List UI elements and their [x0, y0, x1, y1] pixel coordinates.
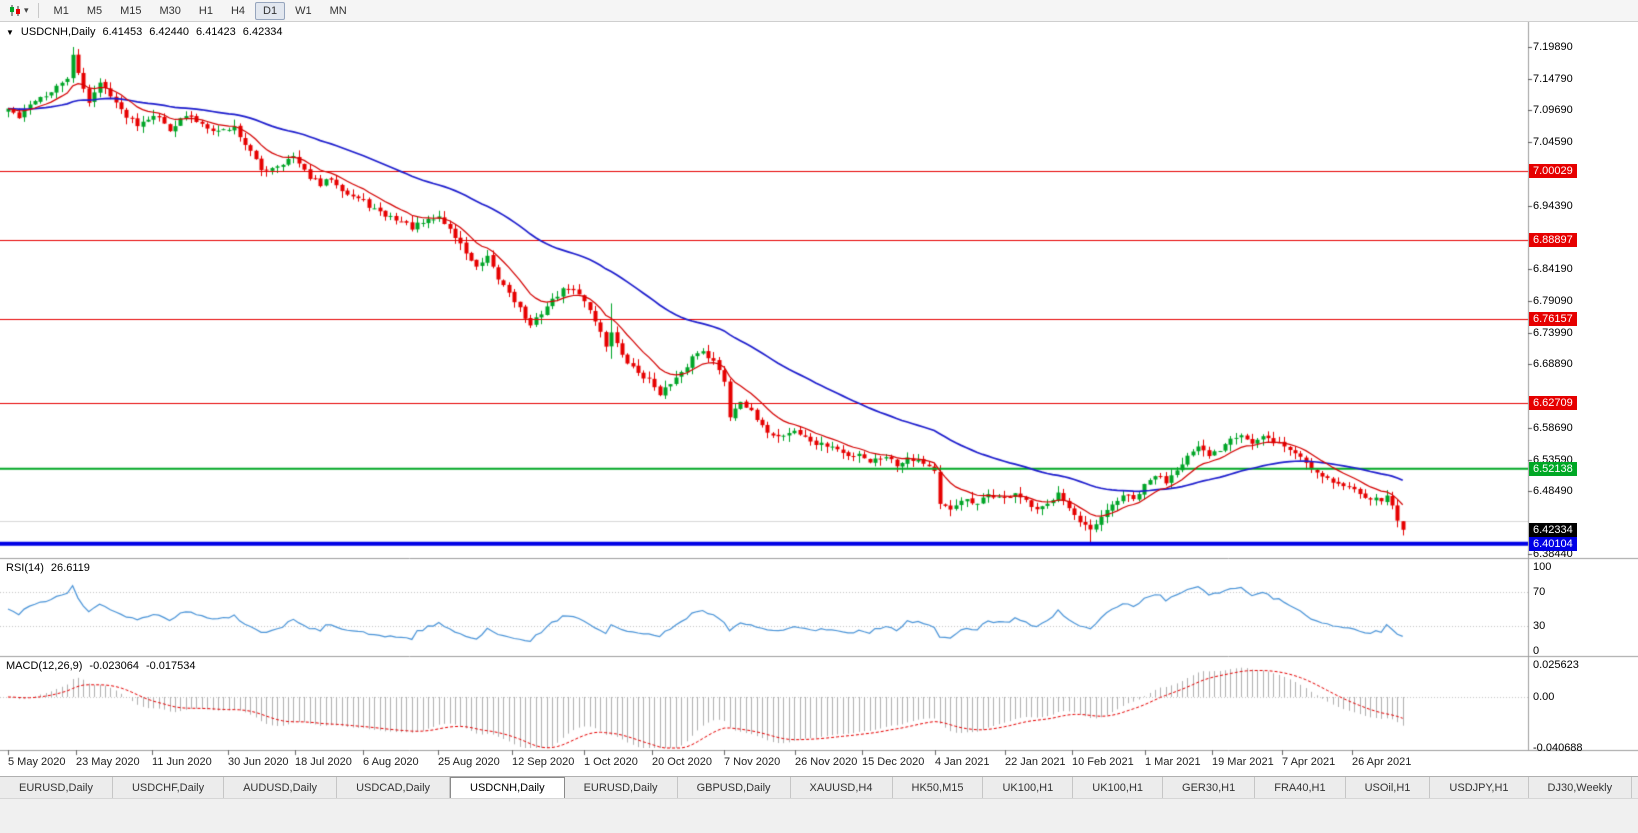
timeframe-button-d1[interactable]: D1 — [255, 1, 286, 20]
price-level-badge: 6.88897 — [1529, 232, 1577, 247]
chart-tab-dj30-weekly[interactable]: DJ30,Weekly — [1529, 777, 1633, 798]
macd-scale-label: 0.025623 — [1533, 658, 1579, 671]
timeframe-button-w1[interactable]: W1 — [295, 4, 312, 17]
rsi-scale-label: 30 — [1533, 619, 1546, 632]
chart-tab-eurusd-daily[interactable]: EURUSD,Daily — [565, 777, 678, 798]
timeframe-button-m15[interactable]: M15 — [120, 4, 142, 17]
current-price-badge: 6.42334 — [1529, 522, 1577, 537]
macd-indicator-label: MACD(12,26,9) -0.023064 -0.017534 — [6, 660, 196, 672]
price-level-badge: 6.62709 — [1529, 395, 1577, 410]
price-axis-tick: 7.04590 — [1533, 136, 1573, 149]
price-level-badge: 6.76157 — [1529, 312, 1577, 327]
price-axis-tick: 6.38440 — [1533, 548, 1573, 560]
date-axis-label: 26 Apr 2021 — [1352, 756, 1412, 768]
date-axis-label: 11 Jun 2020 — [152, 756, 212, 768]
price-axis-tick: 6.73990 — [1533, 326, 1573, 339]
chart-tab-xauusd-h4[interactable]: XAUUSD,H4 — [791, 777, 893, 798]
chart-tab-audusd-daily[interactable]: AUDUSD,Daily — [224, 777, 338, 798]
toolbar-separator — [37, 3, 39, 18]
symbol-period-label: USDCNH,Daily — [20, 26, 96, 38]
timeframe-button-m30[interactable]: M30 — [159, 4, 181, 17]
chart-tab-eurusd-daily[interactable]: EURUSD,Daily — [0, 777, 113, 798]
chart-tab-uk100-h1[interactable]: UK100,H1 — [1073, 777, 1164, 798]
chevron-down-icon: ▾ — [24, 5, 29, 15]
date-axis-label: 26 Nov 2020 — [795, 756, 858, 768]
price-axis-tick: 6.84190 — [1533, 263, 1573, 276]
chart-tab-usdcad-daily[interactable]: USDCAD,Daily — [337, 777, 451, 798]
date-axis-label: 1 Oct 2020 — [584, 756, 638, 768]
rsi-value: 26.6119 — [50, 562, 90, 574]
chart-tab-hk50-m15[interactable]: HK50,M15 — [893, 777, 984, 798]
timeframe-button-m1[interactable]: M1 — [53, 4, 69, 17]
chart-tab-china300-h1[interactable]: CHINA300,H1 — [1632, 777, 1638, 798]
price-axis-tick: 7.09690 — [1533, 104, 1573, 117]
macd-scale-label: -0.040688 — [1533, 741, 1583, 754]
date-axis-label: 22 Jan 2021 — [1005, 756, 1066, 768]
macd-main-value: -0.023064 — [89, 660, 139, 672]
date-axis-label: 10 Feb 2021 — [1072, 756, 1134, 768]
price-axis-tick: 6.79090 — [1533, 294, 1573, 307]
chart-tab-ger30-h1[interactable]: GER30,H1 — [1163, 777, 1256, 798]
date-axis-label: 7 Apr 2021 — [1282, 756, 1336, 768]
macd-signal-value: -0.017534 — [145, 660, 196, 672]
chart-tab-usoil-h1[interactable]: USOil,H1 — [1346, 777, 1431, 798]
date-axis-label: 30 Jun 2020 — [228, 756, 289, 768]
rsi-scale-label: 0 — [1533, 645, 1540, 657]
timeframe-buttons-group: M1 M5 M15 M30 H1 H4 D1 W1 MN — [45, 1, 356, 20]
timeframe-button-mn[interactable]: MN — [329, 4, 347, 17]
timeframe-toolbar: ▾ M1 M5 M15 M30 H1 H4 D1 W1 MN — [0, 0, 1638, 22]
chart-tab-uk100-h1[interactable]: UK100,H1 — [983, 777, 1074, 798]
date-axis-label: 1 Mar 2021 — [1145, 756, 1201, 768]
chart-window: ▼ USDCNH,Daily 6.41453 6.42440 6.41423 6… — [0, 22, 1638, 776]
date-axis-label: 15 Dec 2020 — [862, 756, 925, 768]
date-axis-label: 19 Mar 2021 — [1212, 756, 1274, 768]
low-value: 6.41423 — [196, 26, 236, 38]
price-axis-tick: 6.48490 — [1533, 485, 1573, 498]
collapse-ohlc-button[interactable]: ▼ — [6, 28, 14, 37]
date-axis-label: 6 Aug 2020 — [363, 756, 419, 768]
price-axis-tick: 7.14790 — [1533, 72, 1573, 85]
price-axis-tick: 6.94390 — [1533, 199, 1573, 212]
date-axis-label: 5 May 2020 — [8, 756, 66, 768]
high-value: 6.42440 — [149, 26, 190, 38]
price-axis-tick: 6.68890 — [1533, 358, 1573, 371]
price-level-badge: 6.40104 — [1529, 536, 1577, 551]
timeframe-button-h4[interactable]: H4 — [230, 4, 246, 17]
chart-type-button[interactable]: ▾ — [5, 4, 32, 17]
rsi-indicator-label: RSI(14) 26.6119 — [6, 562, 90, 574]
rsi-scale-label: 70 — [1533, 586, 1546, 599]
date-axis-label: 4 Jan 2021 — [935, 756, 990, 768]
ohlc-header: ▼ USDCNH,Daily 6.41453 6.42440 6.41423 6… — [6, 26, 283, 39]
date-axis-label: 25 Aug 2020 — [438, 756, 500, 768]
chart-tab-usdcnh-daily[interactable]: USDCNH,Daily — [450, 777, 565, 798]
macd-name: MACD(12,26,9) — [6, 660, 83, 672]
date-axis-label: 20 Oct 2020 — [652, 756, 712, 768]
status-strip — [0, 798, 1638, 833]
chart-tab-usdchf-daily[interactable]: USDCHF,Daily — [113, 777, 225, 798]
macd-scale-label: 0.00 — [1533, 691, 1555, 703]
chart-tab-usdjpy-h1[interactable]: USDJPY,H1 — [1430, 777, 1529, 798]
chart-canvas[interactable] — [0, 22, 1638, 776]
timeframe-button-m5[interactable]: M5 — [86, 4, 103, 17]
chart-tab-bar: EURUSD,Daily USDCHF,Daily AUDUSD,Daily USDC… — [0, 776, 1638, 798]
price-axis-tick: 7.19890 — [1533, 41, 1573, 53]
chart-tab-fra40-h1[interactable]: FRA40,H1 — [1255, 777, 1346, 798]
date-axis-label: 12 Sep 2020 — [512, 756, 575, 768]
close-value: 6.42334 — [242, 26, 283, 38]
candlestick-chart-icon — [10, 5, 20, 16]
date-axis-label: 7 Nov 2020 — [724, 756, 781, 768]
timeframe-button-h1[interactable]: H1 — [198, 4, 213, 17]
open-value: 6.41453 — [102, 26, 143, 38]
chart-tab-gbpusd-daily[interactable]: GBPUSD,Daily — [678, 777, 791, 798]
price-level-badge: 6.52138 — [1529, 461, 1577, 476]
rsi-name: RSI(14) — [6, 562, 44, 574]
date-axis-label: 23 May 2020 — [76, 756, 140, 768]
rsi-scale-label: 100 — [1533, 561, 1552, 573]
price-axis-tick: 6.58690 — [1533, 421, 1573, 434]
price-level-badge: 7.00029 — [1529, 163, 1577, 178]
date-axis-label: 18 Jul 2020 — [295, 756, 352, 768]
